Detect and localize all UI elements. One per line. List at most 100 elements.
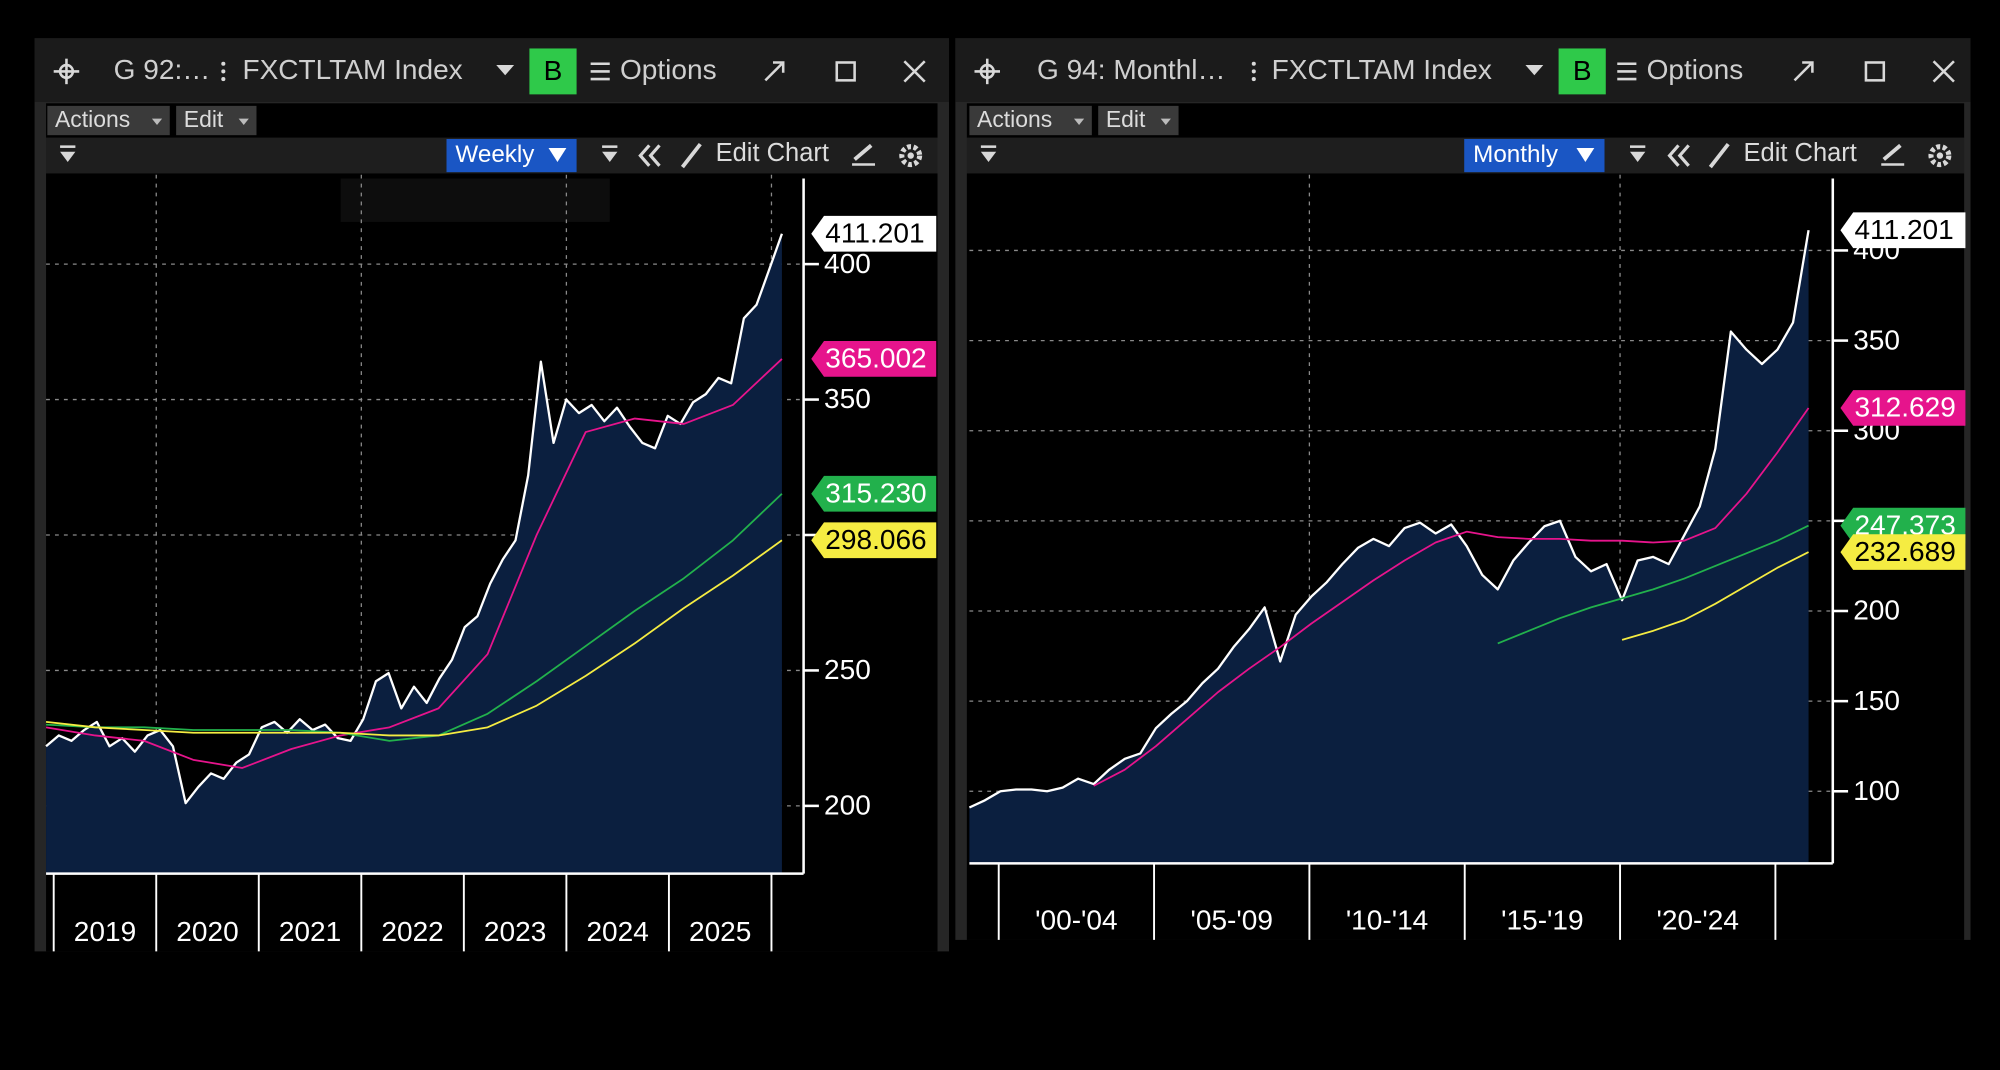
filter-icon[interactable] [1630,151,1646,162]
settings-icon[interactable] [1936,152,1944,159]
security-dropdown[interactable] [1525,65,1544,76]
edit-label[interactable]: Edit [1106,106,1146,132]
series-line [45,539,783,737]
edit-caret [238,118,249,125]
collapse-icon[interactable] [1677,144,1690,167]
filter-icon[interactable] [60,151,76,162]
pencil-icon[interactable] [680,142,702,169]
menu-dots [221,69,226,74]
actions-caret [1073,118,1085,125]
b-button-label[interactable]: B [1573,55,1592,86]
title-bar [34,38,949,103]
popout-icon[interactable] [1793,62,1813,82]
menu-dots [1251,77,1256,82]
series-line [1621,551,1809,641]
x-tick-label: 2023 [484,916,546,947]
series-line [968,230,1810,809]
period-label[interactable]: Weekly [455,141,535,168]
window-title: G 92:… [114,54,211,85]
x-tick-label: '00-'04 [1035,904,1117,935]
y-tick-label: 350 [824,383,871,414]
maximize-icon[interactable] [835,61,856,82]
x-tick-label: 2022 [381,916,443,947]
collapse-icon[interactable] [648,144,661,167]
last-value-label: 232.689 [1854,536,1955,567]
popout-icon[interactable] [772,61,785,73]
last-value-badge [811,215,937,252]
last-value-label: 315.230 [825,477,926,508]
x-tick-label: '05-'09 [1191,904,1273,935]
x-tick-label: 2024 [586,916,648,947]
y-tick-label: 400 [824,248,871,279]
filter-icon[interactable] [980,151,997,162]
y-tick-label: 250 [824,654,871,685]
period-label[interactable]: Monthly [1473,141,1559,168]
b-button[interactable] [529,48,577,95]
y-tick-label: 100 [1853,775,1900,806]
edit-chart-button[interactable]: Edit Chart [1744,139,1857,167]
last-value-badge [1840,212,1966,249]
last-value-label: 411.201 [1854,214,1953,245]
edit-chart-button[interactable]: Edit Chart [716,139,829,167]
collapse-icon[interactable] [1667,144,1680,167]
area [46,233,782,874]
x-tick-label: 2019 [74,916,136,947]
x-tick-label: 2020 [176,916,238,947]
pencil-icon[interactable] [1708,142,1730,169]
window-title: G 94: Monthl… [1037,54,1226,85]
x-tick-label: '15-'19 [1501,904,1583,935]
series-line [45,358,783,769]
options-button[interactable]: Options [1647,54,1744,85]
title-bar [955,38,1971,103]
security-dropdown[interactable] [496,65,515,76]
x-tick-label: 2021 [279,916,341,947]
popout-icon[interactable] [764,62,783,82]
edit-label[interactable]: Edit [184,106,224,132]
period-caret [548,147,567,162]
series-line [1497,524,1809,645]
close-icon[interactable] [1932,60,1955,83]
popout-icon[interactable] [1802,61,1814,73]
x-tick-label: '20-'24 [1657,904,1739,935]
settings-icon[interactable] [907,152,914,159]
maximize-icon[interactable] [1864,61,1886,82]
last-value-label: 411.201 [825,217,924,248]
last-value-badge [811,522,937,559]
last-value-badge [1840,390,1966,426]
y-tick-label: 350 [1853,324,1900,355]
last-value-label: 312.629 [1854,392,1955,423]
y-tick-label: 200 [1853,595,1900,626]
x-tick-label: '10-'14 [1346,904,1428,935]
annotate-icon[interactable] [1882,143,1902,161]
annotate-icon[interactable] [853,143,873,161]
security-name: FXCTLTAM Index [242,54,462,85]
filter-icon[interactable] [602,151,618,162]
last-value-label: 298.066 [825,524,926,555]
actions-label[interactable]: Actions [977,106,1052,132]
period-button[interactable] [1464,139,1605,173]
x-tick-label: 2025 [689,916,751,947]
last-value-badge [1840,534,1966,570]
actions-caret [151,118,163,125]
menu-dots [1251,61,1256,66]
menu-dots [221,61,226,66]
security-name: FXCTLTAM Index [1272,54,1492,85]
collapse-icon[interactable] [638,144,651,167]
chart-tools-ghost [340,178,610,222]
series-line [45,233,784,805]
last-value-label: 365.002 [825,343,926,374]
y-tick-label: 200 [824,790,871,821]
close-icon[interactable] [903,60,926,83]
actions-button[interactable] [969,105,1092,136]
b-button-label[interactable]: B [544,55,563,86]
actions-button[interactable] [47,105,170,136]
menu-dots [1251,69,1256,74]
actions-label[interactable]: Actions [55,106,130,132]
options-button[interactable]: Options [620,54,717,85]
y-tick-label: 150 [1853,685,1900,716]
b-button[interactable] [1558,48,1606,95]
edit-caret [1160,118,1171,125]
series-line [1093,407,1810,787]
last-value-badge [811,475,937,512]
